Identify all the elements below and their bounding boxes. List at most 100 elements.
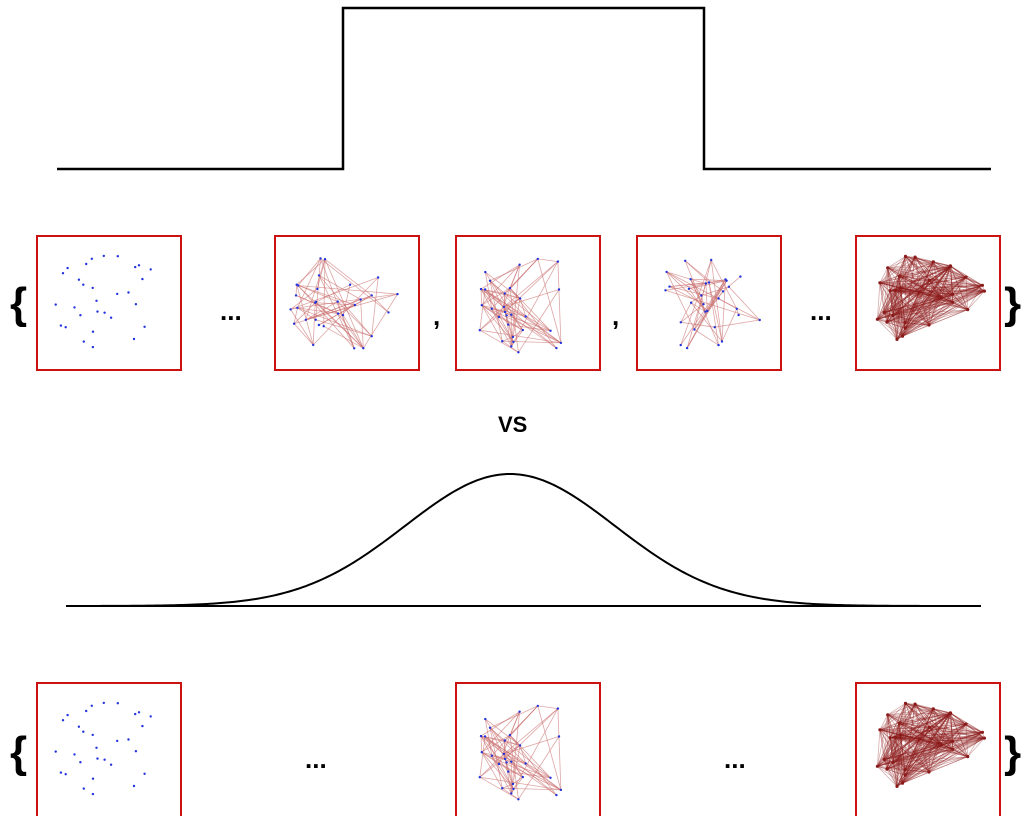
graph-edge: [914, 703, 983, 733]
graph-edge: [297, 258, 321, 286]
graph-edge: [905, 293, 953, 329]
graph-edge: [504, 758, 512, 794]
graph-node: [376, 276, 380, 279]
graph-edge: [919, 708, 934, 740]
graph-edge: [889, 290, 953, 295]
graph-node: [885, 767, 889, 771]
graph-edge: [877, 766, 898, 787]
graph-node: [679, 321, 682, 324]
graph-edge: [484, 736, 557, 796]
graph-node: [556, 707, 560, 710]
graph-edge: [481, 304, 524, 331]
graph-edge: [900, 731, 983, 736]
graph-edge: [902, 265, 951, 337]
graph-node: [149, 715, 152, 718]
graph-edge: [904, 280, 930, 329]
graph-edge: [710, 259, 723, 342]
graph-edge: [883, 759, 898, 787]
graph-node: [951, 300, 955, 304]
graph-node: [134, 265, 137, 269]
graph-edge: [889, 737, 906, 776]
graph-edge: [892, 266, 951, 316]
graph-edge: [928, 731, 983, 773]
graph-edge: [491, 755, 506, 760]
graph-edge: [932, 708, 954, 750]
graph-edge: [933, 708, 951, 714]
graph-edge: [877, 713, 951, 767]
graph-node: [917, 737, 922, 741]
graph-node: [304, 318, 307, 321]
graph-edge: [480, 289, 483, 306]
graph-edge: [900, 734, 942, 746]
graph-node: [501, 340, 504, 343]
graph-edge: [899, 722, 953, 742]
graph-edge: [892, 301, 953, 316]
graph-node: [490, 307, 493, 310]
graph-edge: [929, 726, 985, 739]
graph-edge: [950, 265, 969, 310]
graph-edge: [941, 293, 953, 299]
graph-edge: [899, 275, 968, 310]
graph-edge: [898, 275, 930, 326]
complete-graph-panel-bottom: [855, 682, 1001, 816]
graph-edge: [889, 723, 967, 739]
graph-edge: [886, 723, 967, 770]
graph-edge: [928, 309, 968, 326]
graph-edge: [905, 324, 930, 329]
graph-edge: [887, 267, 906, 329]
graph-edge: [950, 266, 969, 310]
graph-node: [77, 278, 81, 281]
graph-edge: [481, 304, 526, 317]
graph-frame: [455, 682, 601, 816]
graph-edge: [952, 284, 983, 295]
graph-edge: [914, 703, 939, 744]
graph-edge: [895, 290, 930, 326]
sparse-graph-panel-2: [636, 235, 782, 371]
graph-edge: [899, 265, 951, 277]
graph-edge: [929, 279, 953, 295]
graph-node: [508, 286, 512, 290]
graph-node: [706, 309, 709, 313]
graph-edge: [892, 276, 967, 316]
graph-edge: [928, 302, 953, 326]
graph-edge: [892, 703, 916, 763]
graph-edge: [929, 726, 983, 733]
graph-node: [559, 341, 563, 345]
graph-edge: [481, 751, 526, 764]
graph-node: [54, 750, 57, 753]
graph-edge: [877, 291, 920, 320]
graph-edge: [666, 271, 708, 312]
graph-node: [555, 793, 558, 797]
graph-edge: [898, 723, 901, 736]
graph-node: [149, 268, 152, 271]
graph-edge: [950, 266, 967, 278]
graph-edge: [510, 264, 520, 347]
graph-node: [317, 274, 321, 277]
graph-edge: [952, 301, 968, 310]
graph-node: [885, 320, 889, 324]
graph-edge: [666, 271, 695, 330]
graph-node: [927, 725, 932, 729]
graph-edge: [883, 265, 951, 313]
graph-edge: [894, 275, 900, 291]
graph-edge: [887, 267, 920, 293]
graph-node: [77, 725, 81, 728]
graph-edge: [504, 311, 512, 347]
graph-edge: [889, 290, 968, 310]
graph-edge: [904, 295, 939, 324]
graph-node: [888, 289, 892, 293]
graph-edge: [879, 708, 934, 731]
graph-edge: [877, 290, 891, 320]
graph-node: [512, 340, 515, 344]
graph-edge: [950, 713, 969, 757]
graph-edge: [919, 291, 939, 297]
graph-edge: [902, 324, 930, 337]
graph-edge: [887, 267, 930, 281]
graph-edge: [537, 705, 558, 709]
graph-edge: [904, 708, 934, 776]
graph-edge: [928, 297, 942, 326]
graph-node: [903, 326, 907, 330]
graph-edge: [883, 737, 891, 760]
graph-edge: [892, 738, 920, 763]
graph-edge: [896, 744, 942, 787]
